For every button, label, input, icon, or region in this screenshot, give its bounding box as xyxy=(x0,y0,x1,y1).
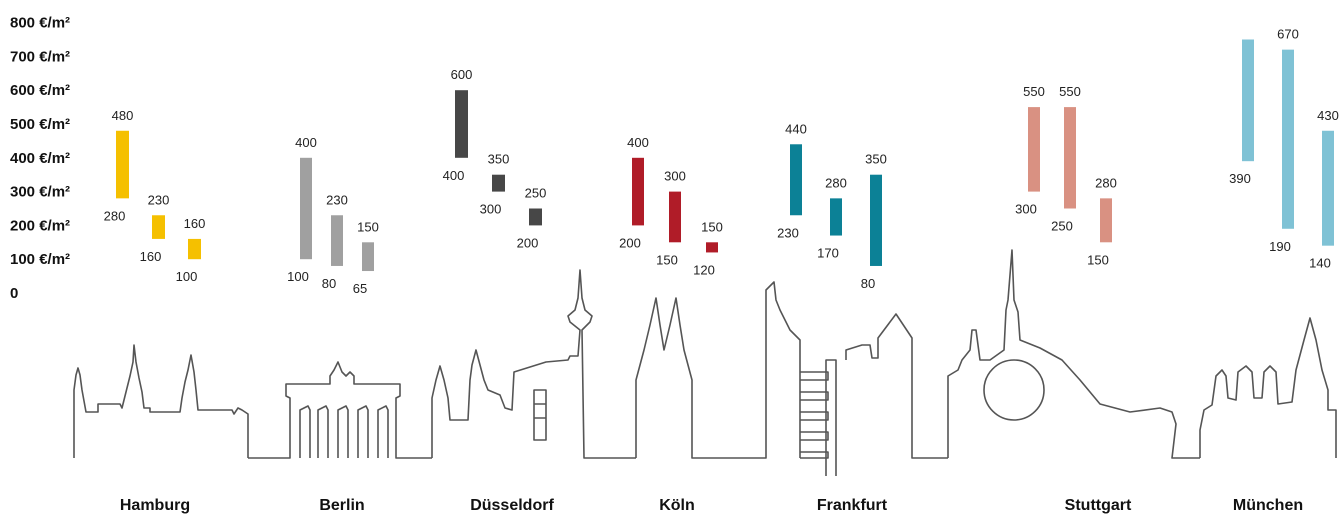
bar-high-label: 250 xyxy=(525,186,547,201)
bar-high-label: 150 xyxy=(357,219,379,234)
range-bar xyxy=(632,157,644,226)
range-bar xyxy=(1322,130,1334,246)
bar-low-label: 100 xyxy=(287,269,309,284)
y-tick-label: 400 €/m² xyxy=(10,150,70,167)
bar-high-label: 230 xyxy=(148,192,170,207)
range-bar xyxy=(362,242,374,272)
y-axis: 0 100 €/m² 200 €/m² 300 €/m² 400 €/m² 500 €/m… xyxy=(10,15,70,302)
bar-high-label: 550 xyxy=(1059,84,1081,99)
range-bar xyxy=(1100,198,1112,243)
range-bar xyxy=(1282,49,1294,229)
bar-high-label: 550 xyxy=(1023,84,1045,99)
bar-high-label: 400 xyxy=(295,135,317,150)
city-group: 400 200 300 150 150 120 Köln xyxy=(619,135,723,514)
bar-high-label: 440 xyxy=(785,121,807,136)
bar-low-label: 200 xyxy=(619,235,641,250)
y-tick-label: 500 €/m² xyxy=(10,116,70,133)
bar-low-label: 170 xyxy=(817,246,839,261)
city-label: Köln xyxy=(659,497,695,514)
bar-high-label: 230 xyxy=(326,192,348,207)
bar-high-label: 400 xyxy=(627,135,649,150)
city-group: 550 300 550 250 280 150 Stuttgart xyxy=(1015,84,1132,514)
city-group: 400 100 230 80 150 65 Berlin xyxy=(287,135,379,514)
range-bar xyxy=(455,90,468,158)
bar-high-label: 150 xyxy=(701,219,723,234)
y-tick-label: 200 €/m² xyxy=(10,217,70,234)
city-group: 390 670 190 430 140 München xyxy=(1229,27,1339,514)
bar-low-label: 200 xyxy=(517,235,539,250)
bar-high-label: 300 xyxy=(664,169,686,184)
range-bar xyxy=(1028,107,1040,192)
y-tick-label: 600 €/m² xyxy=(10,82,70,99)
range-bar xyxy=(188,238,201,260)
bar-low-label: 280 xyxy=(104,208,126,223)
bar-low-label: 400 xyxy=(443,168,465,183)
bar-low-label: 80 xyxy=(861,276,875,291)
range-bar xyxy=(529,208,542,226)
range-bars: 480 280 230 160 160 100 Hamburg 400 100 230 80 150 6… xyxy=(104,27,1339,514)
city-group: 600 400 350 300 250 200 Düsseldorf xyxy=(443,67,555,514)
bar-low-label: 100 xyxy=(176,269,198,284)
city-label: München xyxy=(1233,497,1303,514)
bar-high-label: 480 xyxy=(112,108,134,123)
bar-low-label: 150 xyxy=(656,252,678,267)
range-bar xyxy=(492,174,505,192)
range-bar xyxy=(331,215,343,266)
range-bar xyxy=(1064,107,1076,209)
bar-low-label: 120 xyxy=(693,262,715,277)
bar-low-label: 150 xyxy=(1087,252,1109,267)
range-bar xyxy=(116,130,129,199)
city-group: 480 280 230 160 160 100 Hamburg xyxy=(104,108,206,514)
range-bar xyxy=(669,191,681,243)
bar-high-label: 350 xyxy=(865,152,887,167)
bar-low-label: 160 xyxy=(140,249,162,264)
bar-low-label: 140 xyxy=(1309,256,1331,271)
bar-low-label: 80 xyxy=(322,276,336,291)
city-label: Düsseldorf xyxy=(470,497,554,514)
bar-low-label: 230 xyxy=(777,225,799,240)
bar-high-label: 280 xyxy=(1095,175,1117,190)
y-tick-label: 700 €/m² xyxy=(10,48,70,65)
city-label: Stuttgart xyxy=(1065,497,1132,514)
range-bar xyxy=(1242,39,1254,162)
range-bar xyxy=(830,198,842,236)
range-bar xyxy=(870,174,882,266)
city-skyline-illustration xyxy=(73,249,1337,476)
range-bar xyxy=(300,157,312,260)
bar-high-label: 280 xyxy=(825,175,847,190)
city-group: 440 230 280 170 350 80 Frankfurt xyxy=(777,121,888,514)
bar-low-label: 300 xyxy=(480,202,502,217)
y-tick-label: 0 xyxy=(10,285,18,302)
bar-high-label: 430 xyxy=(1317,108,1339,123)
bar-low-label: 390 xyxy=(1229,171,1251,186)
y-tick-label: 300 €/m² xyxy=(10,184,70,201)
bar-low-label: 300 xyxy=(1015,202,1037,217)
bar-high-label: 600 xyxy=(451,67,473,82)
y-tick-label: 100 €/m² xyxy=(10,251,70,268)
city-label: Berlin xyxy=(319,497,364,514)
y-tick-label: 800 €/m² xyxy=(10,15,70,32)
range-bar xyxy=(790,144,802,216)
city-label: Frankfurt xyxy=(817,497,888,514)
bar-high-label: 350 xyxy=(488,152,510,167)
bar-low-label: 250 xyxy=(1051,219,1073,234)
city-label: Hamburg xyxy=(120,497,190,514)
bar-high-label: 670 xyxy=(1277,27,1299,42)
range-bar xyxy=(152,215,165,239)
bar-high-label: 160 xyxy=(184,216,206,231)
bar-low-label: 65 xyxy=(353,281,367,296)
bar-low-label: 190 xyxy=(1269,239,1291,254)
range-bar xyxy=(706,242,718,253)
